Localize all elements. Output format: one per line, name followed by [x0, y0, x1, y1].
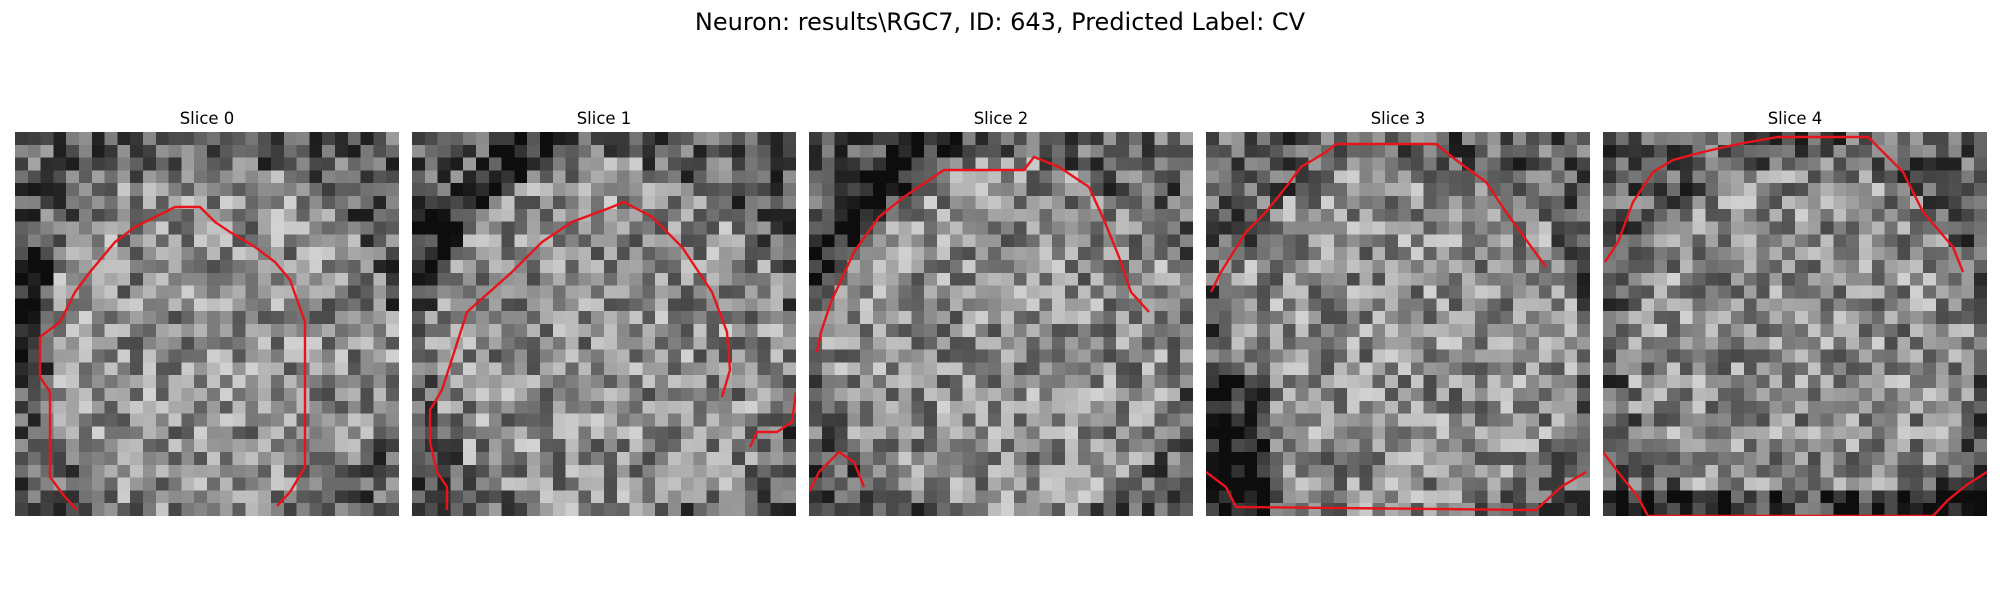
slice-panel-1: Slice 1	[412, 108, 796, 516]
slice-image-0	[15, 132, 399, 516]
contour-line	[1206, 470, 1587, 512]
slice-image-4	[1603, 132, 1987, 516]
slice-panel-3: Slice 3	[1206, 108, 1590, 516]
contour-line	[1603, 135, 1965, 273]
slice-panel-4: Slice 4	[1603, 108, 1987, 516]
contour-line	[1209, 142, 1547, 293]
contour-line	[748, 391, 796, 448]
slice-title: Slice 0	[179, 109, 235, 128]
slice-title: Slice 4	[1767, 109, 1823, 128]
contour-line	[809, 450, 866, 493]
slice-panel-2: Slice 2	[809, 108, 1193, 516]
slice-image-2	[809, 132, 1193, 516]
contour-line	[38, 205, 307, 511]
slice-title: Slice 1	[576, 109, 632, 128]
contour-line	[815, 155, 1150, 353]
contour-line	[428, 200, 732, 510]
slice-panel-0: Slice 0	[15, 108, 399, 516]
figure-title: Neuron: results\RGC7, ID: 643, Predicted…	[694, 8, 1306, 36]
slice-title: Slice 3	[1370, 109, 1426, 128]
contour-line	[1603, 451, 1987, 516]
slice-image-3	[1206, 132, 1590, 516]
slice-image-1	[412, 132, 796, 516]
slice-title: Slice 2	[973, 109, 1029, 128]
